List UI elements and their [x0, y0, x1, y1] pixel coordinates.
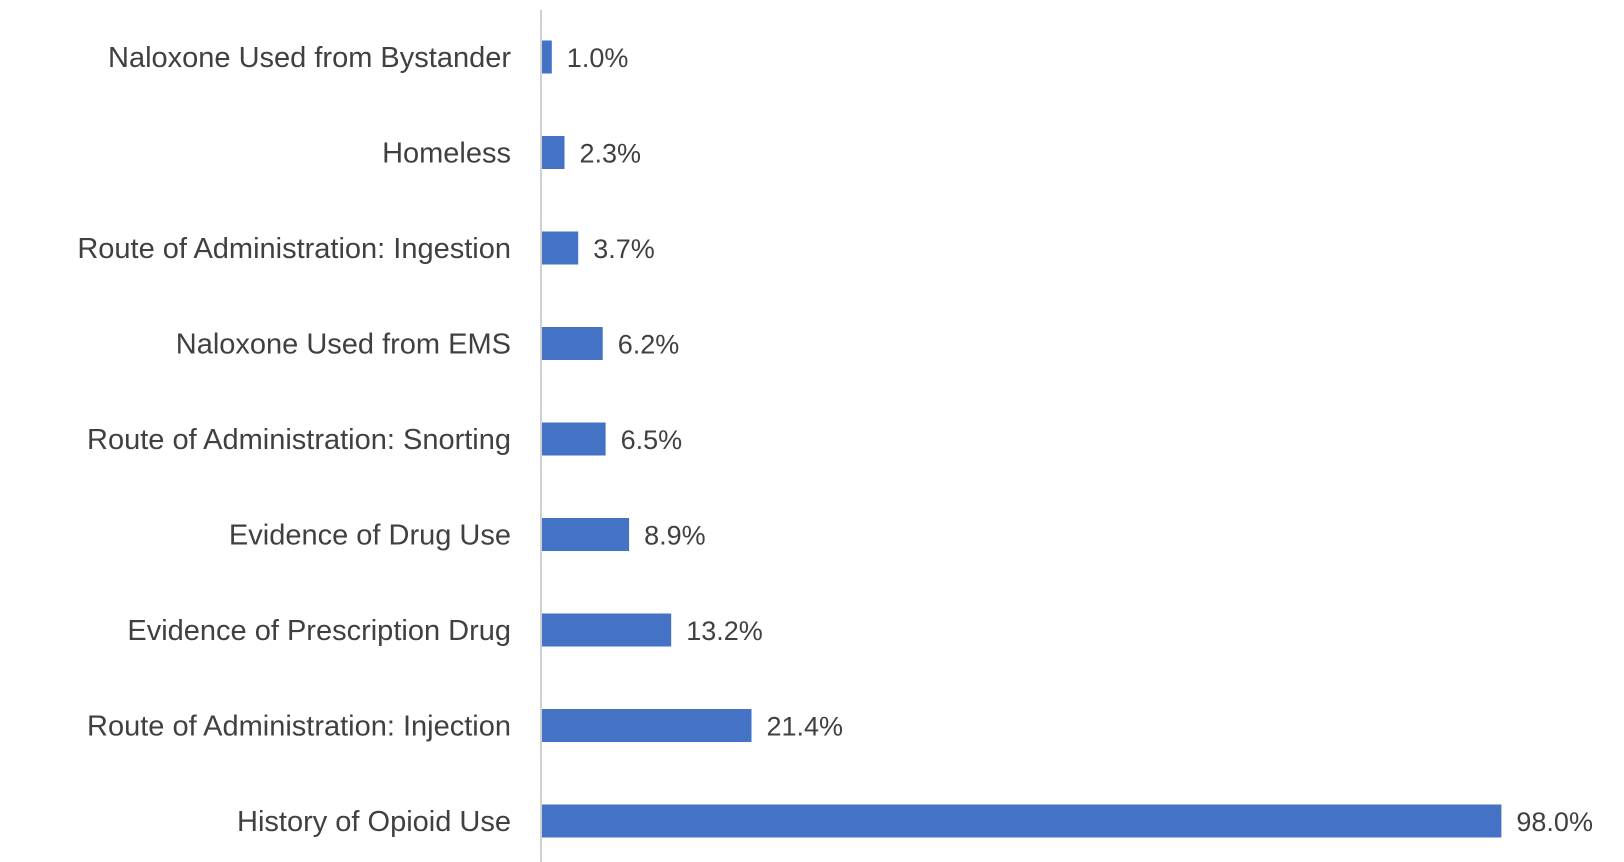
data-label: 3.7% — [593, 234, 655, 264]
category-label: Naloxone Used from EMS — [176, 329, 511, 361]
labels-layer: Naloxone Used from Bystander 1.0% Homeless… — [77, 42, 1593, 838]
data-label: 21.4% — [767, 712, 844, 742]
bar — [542, 804, 1502, 838]
data-label: 13.2% — [686, 616, 763, 646]
bar — [542, 613, 672, 647]
category-label: Evidence of Drug Use — [229, 520, 511, 552]
bar — [542, 136, 565, 169]
data-label: 8.9% — [644, 521, 706, 551]
data-label: 98.0% — [1516, 807, 1593, 837]
data-label: 6.2% — [618, 330, 680, 360]
category-label: Naloxone Used from Bystander — [108, 42, 511, 74]
data-label: 2.3% — [580, 139, 642, 169]
bar — [542, 231, 579, 265]
bar — [542, 709, 752, 742]
bar — [542, 40, 552, 74]
data-label: 1.0% — [567, 43, 629, 73]
category-label: Homeless — [382, 138, 511, 170]
data-label: 6.5% — [621, 425, 683, 455]
category-label: Evidence of Prescription Drug — [127, 615, 511, 647]
bars-layer — [542, 40, 1502, 838]
bar — [542, 327, 603, 360]
bar — [542, 518, 630, 551]
category-label: History of Opioid Use — [237, 806, 511, 838]
bar — [542, 422, 606, 456]
category-label: Route of Administration: Ingestion — [77, 233, 511, 265]
category-label: Route of Administration: Snorting — [87, 424, 511, 456]
category-label: Route of Administration: Injection — [87, 711, 511, 743]
